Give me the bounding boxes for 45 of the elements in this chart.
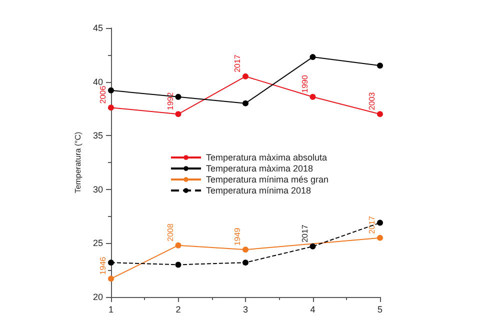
x-tick-label: 1 <box>108 304 114 314</box>
point <box>310 54 316 60</box>
point <box>108 276 114 282</box>
legend-label: Temperatura màxima 2018 <box>206 164 314 174</box>
x-tick-label: 5 <box>377 304 383 314</box>
legend-label: Temperatura mínima 2018 <box>206 186 312 196</box>
legend-label: Temperatura mínima més gran <box>206 174 329 184</box>
point <box>377 220 383 226</box>
point <box>377 234 383 241</box>
annotation: 1990 <box>300 74 310 93</box>
annotation: 1992 <box>166 92 175 110</box>
y-tick-label: 30 <box>92 184 103 194</box>
annotation: 2008 <box>166 223 175 242</box>
point <box>242 100 248 106</box>
point <box>108 104 114 111</box>
y-tick-label: 35 <box>92 130 103 141</box>
annotation: 2017 <box>300 224 310 242</box>
y-tick-label: 45 <box>92 23 103 33</box>
x-tick-label: 2 <box>176 304 181 314</box>
point <box>175 262 182 268</box>
point <box>377 111 383 118</box>
y-tick-label: 40 <box>92 76 103 87</box>
annotation: 2003 <box>368 92 376 110</box>
annotation: 2017 <box>368 215 376 234</box>
y-tick-label: 20 <box>92 292 103 302</box>
y-axis-title: Temperatura (°C) <box>74 131 83 194</box>
point <box>242 260 248 266</box>
point <box>310 243 316 250</box>
point <box>310 94 316 100</box>
point <box>108 87 114 94</box>
y-tick-label: 25 <box>92 238 103 248</box>
annotation: 1949 <box>233 227 242 246</box>
point <box>242 73 248 80</box>
point <box>175 111 182 118</box>
annotation: 1946 <box>98 256 108 275</box>
legend-label: Temperatura màxima absoluta <box>206 152 328 162</box>
point <box>377 62 383 69</box>
annotation: 2006 <box>98 85 108 104</box>
point <box>175 94 182 100</box>
x-tick-label: 4 <box>310 304 316 314</box>
point <box>242 246 248 253</box>
point <box>175 242 182 248</box>
annotation: 2017 <box>233 54 242 72</box>
x-tick-label: 3 <box>242 304 248 314</box>
point <box>108 260 114 266</box>
